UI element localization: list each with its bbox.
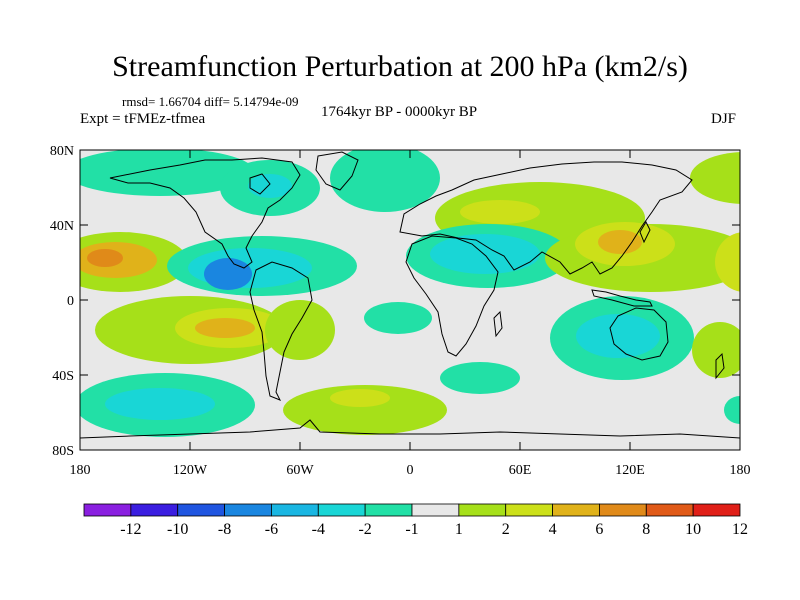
colorbar-swatch [130, 503, 179, 517]
colorbar-label: -6 [265, 521, 278, 538]
colorbar-swatch [177, 503, 225, 517]
colorbar-swatch [692, 503, 741, 517]
contour-region [724, 396, 740, 424]
contour-region [204, 258, 252, 290]
lat-tick-label: 40S [52, 369, 74, 384]
lon-tick-label: 120W [173, 463, 208, 478]
contour-region [105, 388, 215, 420]
colorbar-swatch [317, 503, 366, 517]
coastline-hudson-bay [249, 173, 271, 195]
coastline-new-zealand [715, 352, 725, 380]
contour-region [283, 385, 447, 435]
colorbar-swatch [411, 503, 460, 517]
colorbar-label: -2 [358, 521, 371, 538]
colorbar-swatch [83, 503, 132, 517]
colorbar-swatch [505, 503, 553, 517]
coastline-madagascar [493, 310, 503, 338]
contour-region [80, 150, 255, 196]
coastline-africa [405, 235, 499, 357]
lat-tick-label: 80S [52, 444, 74, 459]
colorbar-label: 10 [685, 521, 701, 538]
latitude-axis: 80N 40N 0 40S 80S [50, 144, 740, 459]
colorbar-swatch [271, 503, 319, 517]
lon-tick-label: 0 [407, 463, 414, 478]
contour-region [715, 232, 740, 292]
colorbar-label: -1 [405, 521, 418, 538]
coastline-north-america [109, 157, 301, 269]
contour-region [195, 318, 255, 338]
contour-region [598, 230, 642, 254]
contour-region [692, 322, 740, 378]
contour-region [690, 152, 740, 204]
contour-fills [80, 150, 740, 437]
colorbar-swatch [645, 503, 694, 517]
coastline-antarctica [80, 419, 740, 439]
coastline-south-america [249, 261, 313, 401]
contour-region [364, 302, 432, 334]
contour-region [430, 234, 540, 274]
lon-tick-label: 180 [70, 463, 91, 478]
colorbar-label: 4 [549, 521, 557, 538]
colorbar-swatch [599, 503, 647, 517]
map-title: Streamfunction Perturbation at 200 hPa (… [112, 50, 688, 83]
lon-tick-label: 120E [615, 463, 645, 478]
colorbar-swatch [552, 503, 600, 517]
contour-region [460, 200, 540, 224]
colorbar-label: 2 [502, 521, 510, 538]
contour-region [330, 150, 440, 212]
lat-tick-label: 0 [67, 294, 74, 309]
coastline-australia [609, 307, 669, 361]
contour-region [330, 389, 390, 407]
season-label: DJF [711, 111, 737, 127]
period-label: 1764kyr BP - 0000kyr BP [321, 104, 478, 120]
lon-tick-label: 180 [730, 463, 751, 478]
lat-tick-label: 40N [50, 219, 74, 234]
stats-line: rmsd= 1.66704 diff= 5.14794e-09 [122, 94, 299, 109]
contour-region [440, 362, 520, 394]
coastline-greenland [315, 151, 359, 191]
contour-region [87, 249, 123, 267]
coastlines [80, 151, 740, 439]
colorbar-swatch [458, 503, 507, 517]
contour-region [248, 174, 292, 198]
colorbar-swatch [224, 503, 272, 517]
colorbar-label: -12 [120, 521, 141, 538]
colorbar-swatch [364, 503, 413, 517]
contour-region [576, 314, 660, 358]
colorbar-label: 6 [595, 521, 603, 538]
lon-tick-label: 60E [509, 463, 532, 478]
experiment-label: Expt = tFMEz-tfmea [80, 111, 206, 127]
colorbar-label: -10 [167, 521, 188, 538]
color-bar: -12 -10 -8 -6 -4 -2 -1 1 2 4 6 8 10 12 [83, 503, 748, 538]
colorbar-label: 8 [642, 521, 650, 538]
lat-tick-label: 80N [50, 144, 74, 159]
colorbar-label: 12 [732, 521, 748, 538]
colorbar-label: -4 [312, 521, 325, 538]
colorbar-label: -8 [218, 521, 231, 538]
longitude-axis: 180 120W 60W 0 60E 120E 180 [70, 150, 751, 478]
coastline-indonesia [591, 289, 653, 307]
contour-region [265, 300, 335, 360]
lon-tick-label: 60W [286, 463, 314, 478]
coastline-eurasia [399, 161, 693, 275]
coastline-japan [639, 220, 651, 244]
colorbar-label: 1 [455, 521, 463, 538]
